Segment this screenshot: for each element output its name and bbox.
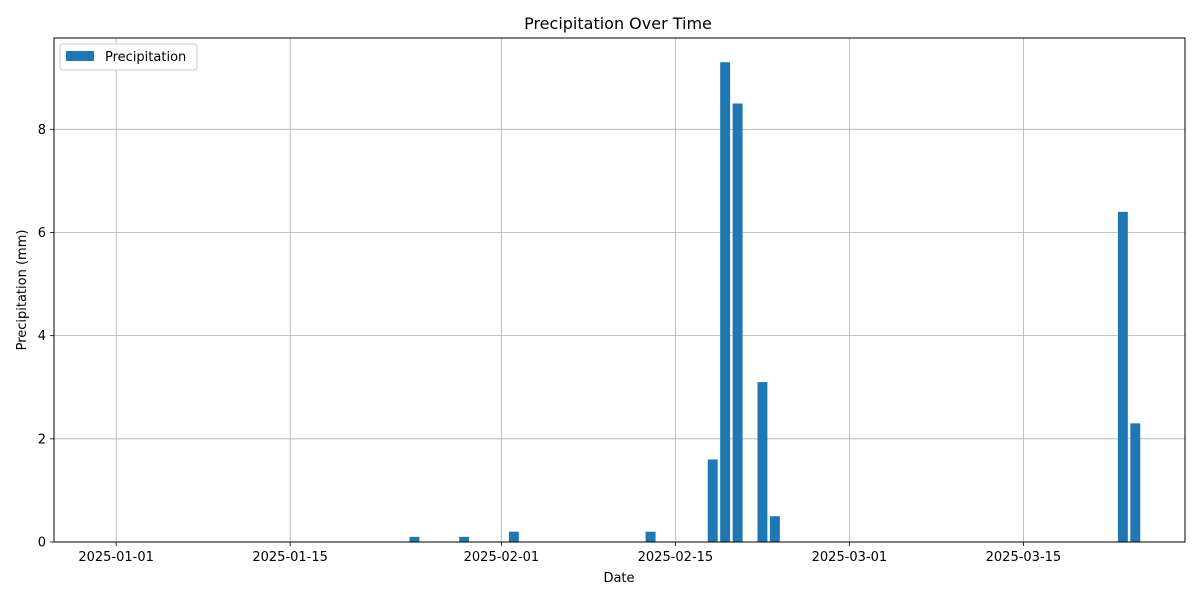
x-tick-label: 2025-02-01 <box>464 550 540 565</box>
y-tick-label: 4 <box>38 329 46 344</box>
legend-swatch <box>66 51 94 61</box>
y-tick-label: 8 <box>38 123 46 138</box>
y-axis-label: Precipitation (mm) <box>15 230 30 351</box>
legend: Precipitation <box>59 43 198 71</box>
legend-label: Precipitation <box>105 50 186 65</box>
bar <box>1117 211 1128 542</box>
bar <box>1130 423 1141 542</box>
bar <box>645 531 656 542</box>
bar <box>769 516 780 542</box>
y-tick-label: 2 <box>38 432 46 447</box>
y-tick-label: 0 <box>38 536 46 551</box>
x-tick-label: 2025-03-01 <box>812 550 888 565</box>
x-tick-label: 2025-02-15 <box>638 550 714 565</box>
bar <box>459 536 470 542</box>
x-tick-label: 2025-01-01 <box>78 550 154 565</box>
x-tick-label: 2025-03-15 <box>986 550 1062 565</box>
bars <box>409 62 1141 543</box>
bar <box>720 62 731 542</box>
x-tick-label: 2025-01-15 <box>252 550 328 565</box>
bar <box>757 382 768 542</box>
x-axis-label: Date <box>603 571 634 586</box>
x-axis-ticks: 2025-01-01 2025-01-15 2025-02-01 2025-02-15… <box>78 542 1061 565</box>
legend-box <box>59 43 198 71</box>
bar <box>508 531 519 542</box>
y-axis-ticks: 0 2 4 6 8 <box>38 123 54 551</box>
bar <box>707 459 718 542</box>
chart-title: Precipitation Over Time <box>524 14 712 33</box>
y-tick-label: 6 <box>38 226 46 241</box>
bar <box>732 103 743 543</box>
plot-frame <box>53 37 1186 543</box>
bar <box>409 536 420 542</box>
